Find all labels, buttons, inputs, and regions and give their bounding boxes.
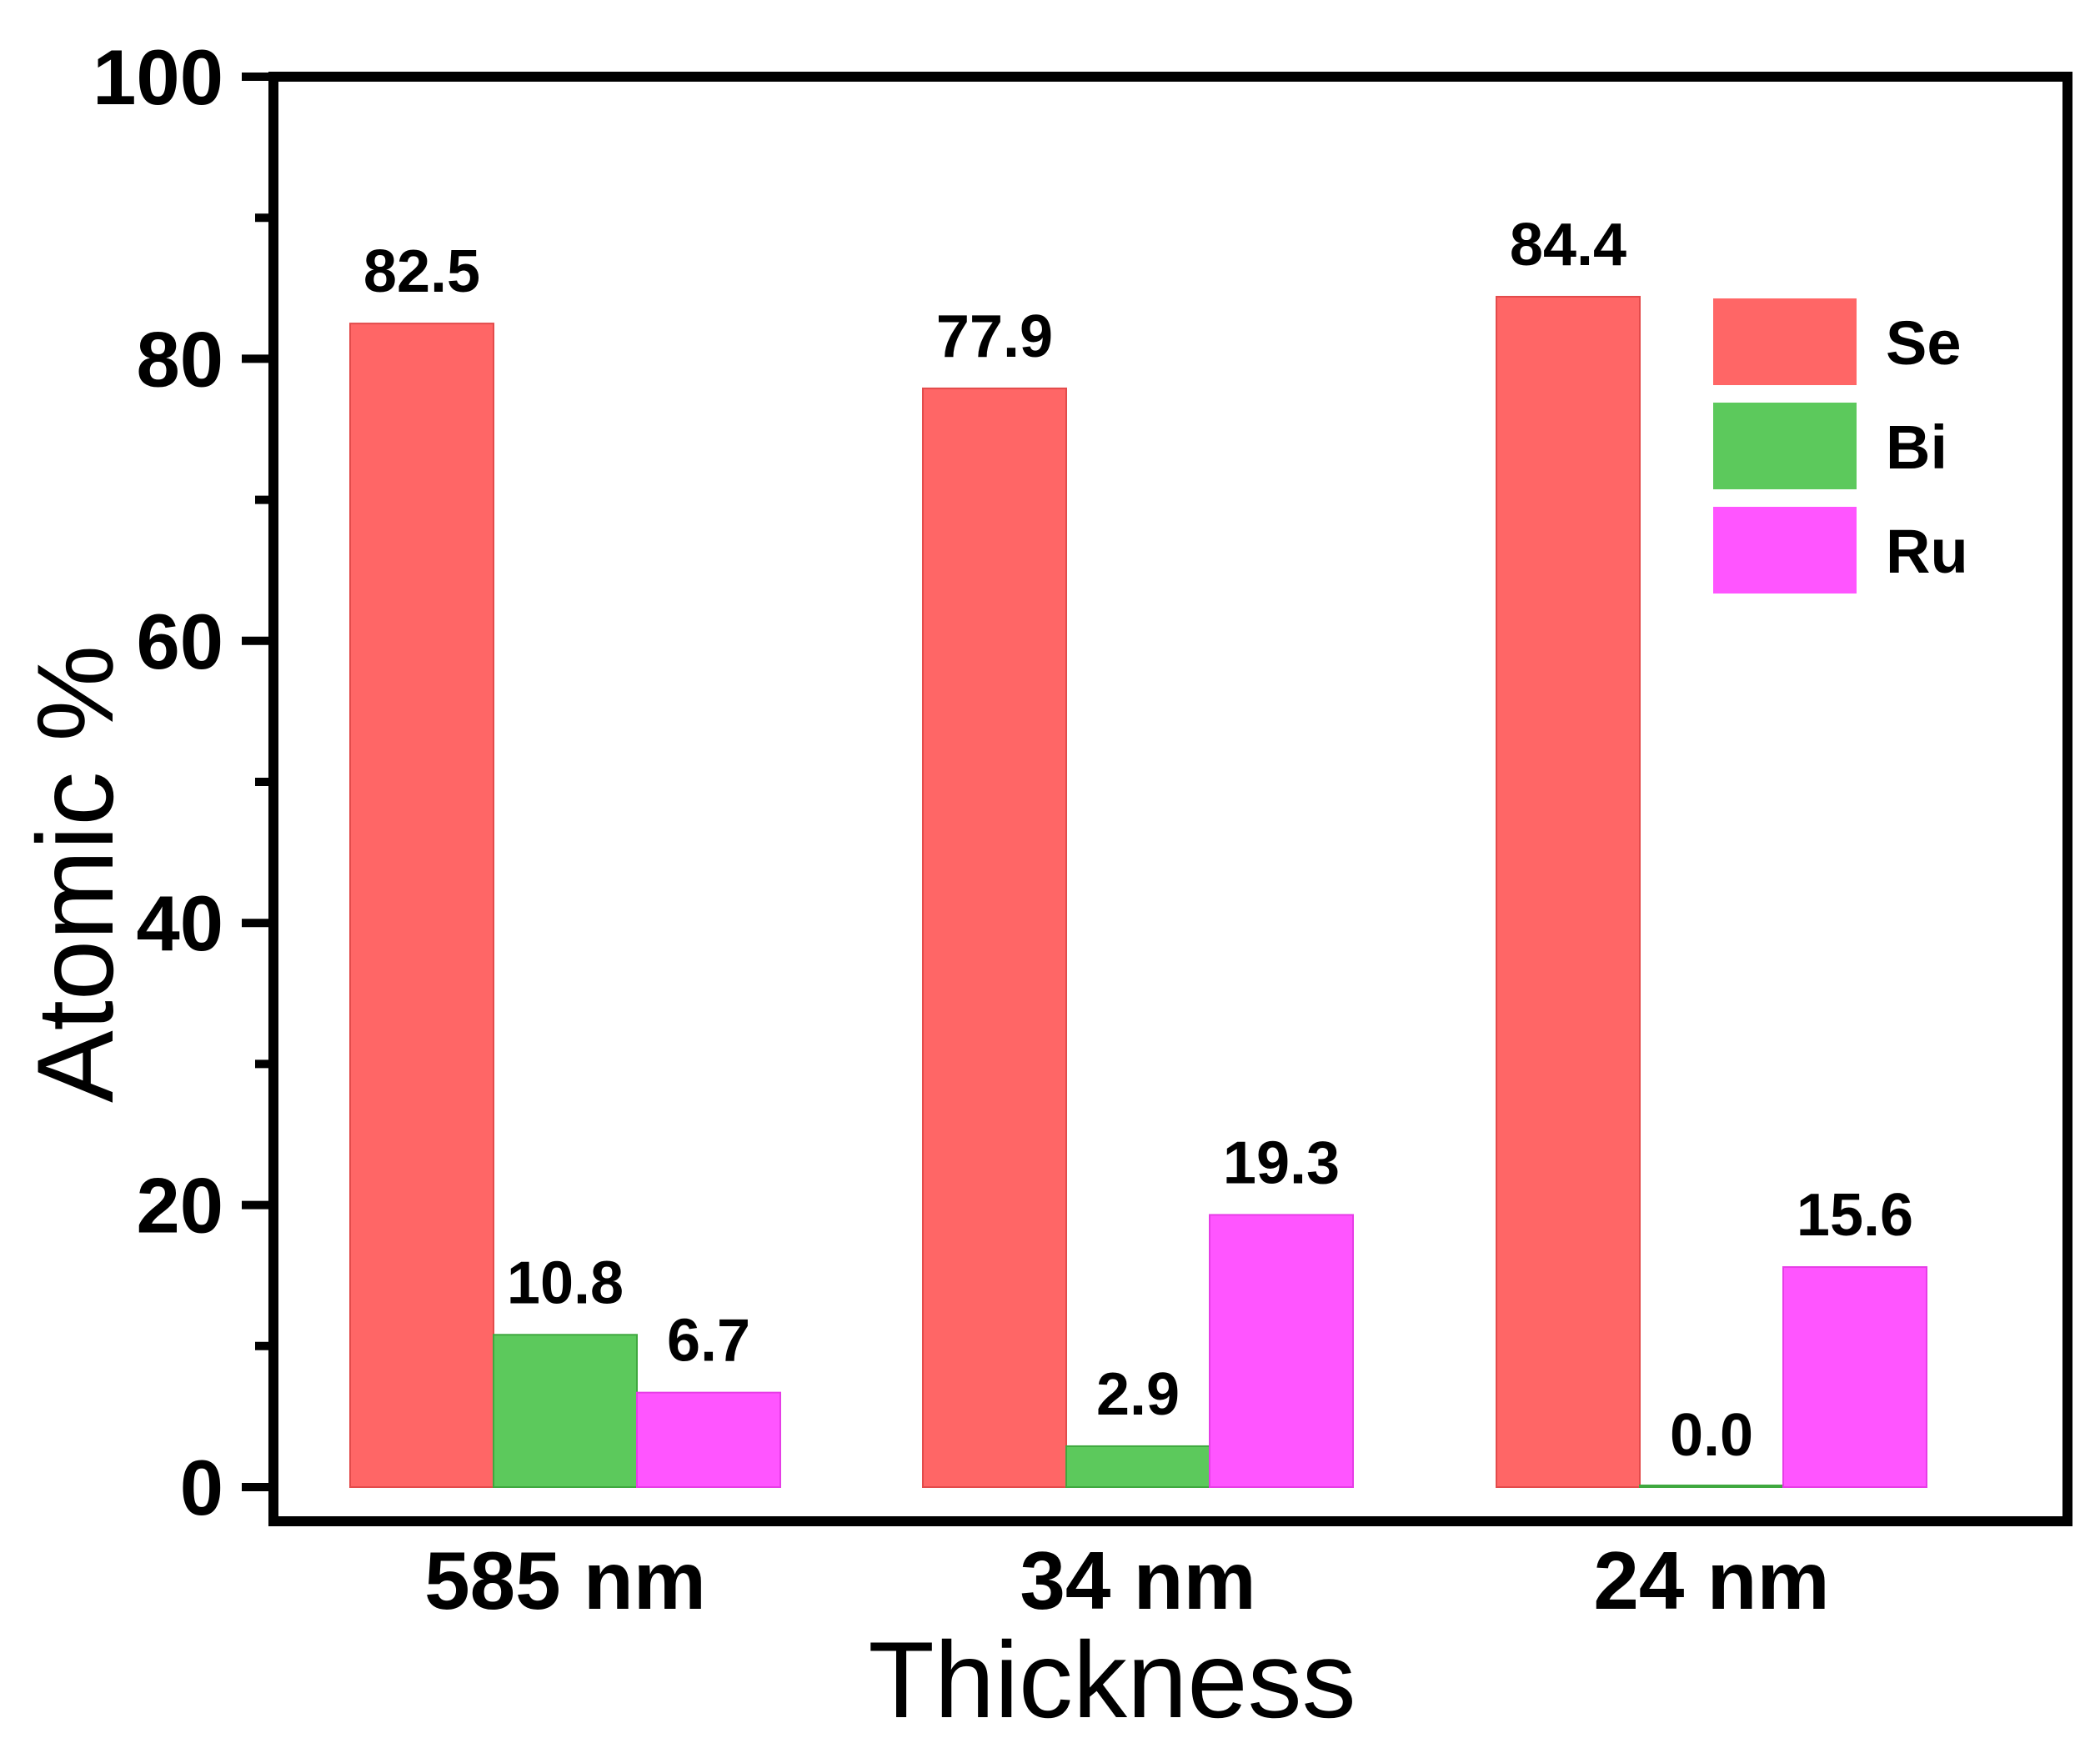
x-tick-label-1: 34 nm [1020,1535,1255,1626]
bar-bi-0 [493,1334,638,1489]
legend: Se Bi Ru [1713,298,1968,594]
value-label-bi-2: 0.0 [1670,1402,1753,1469]
value-label-se-0: 82.5 [363,238,480,305]
plot-frame [268,72,2072,1526]
bar-ru-0 [636,1391,781,1488]
value-label-se-2: 84.4 [1510,212,1626,278]
y-tick-label-80: 80 [136,315,223,403]
bars-layer [349,295,1927,1489]
bar-bi-2 [1639,1485,1784,1488]
bar-se-0 [349,323,494,1489]
x-tick-label-0: 585 nm [424,1535,706,1626]
y-tick-label-0: 0 [180,1444,223,1531]
y-axis-title: Atomic % [14,645,136,1103]
bar-ru-1 [1209,1214,1354,1488]
legend-label-se: Se [1886,308,1962,378]
value-label-se-1: 77.9 [936,303,1053,370]
axes-layer: 585 nm 34 nm 24 nm 0 20 40 60 80 100 [93,33,2072,1626]
value-label-bi-0: 10.8 [507,1250,624,1316]
x-tick-label-2: 24 nm [1593,1535,1829,1626]
legend-label-ru: Ru [1886,517,1968,586]
value-label-ru-2: 15.6 [1797,1182,1913,1249]
value-label-ru-0: 6.7 [667,1308,750,1375]
y-tick-label-40: 40 [136,879,223,967]
y-tick-label-100: 100 [93,33,223,121]
bar-se-2 [1496,295,1641,1488]
bar-ru-2 [1782,1266,1927,1488]
x-axis-title: Thickness [868,1619,1356,1739]
bar-se-1 [922,387,1067,1488]
value-label-bi-1: 2.9 [1096,1361,1180,1428]
y-tick-label-20: 20 [136,1162,223,1250]
value-labels-layer: 82.5 10.8 6.7 77.9 2.9 19.3 84.4 0.0 15.6 [363,212,1913,1469]
y-tick-label-60: 60 [136,598,223,685]
value-label-ru-1: 19.3 [1223,1129,1340,1196]
legend-label-bi: Bi [1886,413,1947,482]
legend-swatch-bi [1713,403,1857,489]
legend-swatch-ru [1713,507,1857,594]
bar-bi-1 [1065,1445,1210,1489]
legend-swatch-se [1713,298,1857,385]
